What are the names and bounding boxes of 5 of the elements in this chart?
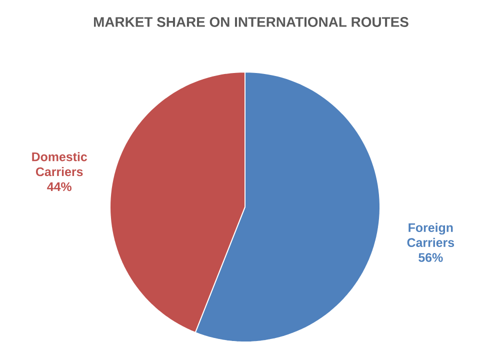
slice-label: Foreign Carriers (407, 222, 454, 247)
slice-label: Domestic Carriers (32, 152, 88, 176)
data-label: 56% (418, 253, 443, 262)
chart-title: MARKET SHARE ON INTERNATIONAL ROUTES (94, 17, 408, 27)
data-label: 44% (47, 182, 72, 192)
